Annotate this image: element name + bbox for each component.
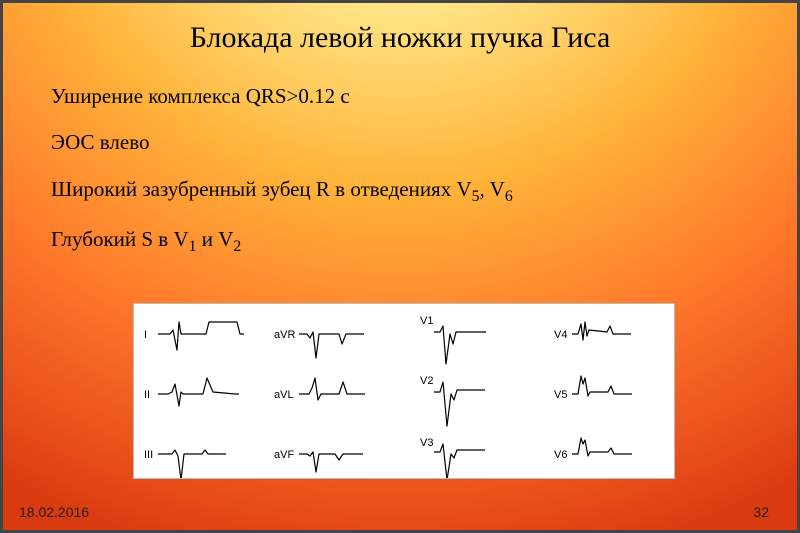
- slide-body: Уширение комплекса QRS>0.12 с ЭОС влево …: [51, 83, 757, 277]
- ecg-label-v1: V1: [420, 315, 433, 327]
- ecg-label-avf: aVF: [274, 449, 294, 461]
- ecg-label-ii: II: [144, 389, 150, 401]
- ecg-trace-avf: [299, 452, 363, 472]
- ecg-label-avl: aVL: [274, 389, 294, 401]
- slide: Блокада левой ножки пучка Гиса Уширение …: [0, 0, 800, 533]
- ecg-label-iii: III: [144, 449, 153, 461]
- ecg-trace-v6: [572, 438, 632, 456]
- ecg-label-v2: V2: [420, 375, 433, 387]
- b3-sub2: 6: [505, 188, 513, 205]
- slide-title: Блокада левой ножки пучка Гиса: [3, 21, 797, 55]
- ecg-trace-v3: [434, 444, 485, 478]
- ecg-trace-v5: [572, 376, 632, 396]
- bullet-2: ЭОС влево: [51, 129, 757, 155]
- b4-sub1: 1: [189, 239, 197, 256]
- bullet-1: Уширение комплекса QRS>0.12 с: [51, 83, 757, 109]
- footer-page: 32: [753, 504, 769, 520]
- ecg-label-i: I: [144, 329, 147, 341]
- footer-date: 18.02.2016: [19, 504, 89, 520]
- b4-text: Глубокий S в V: [51, 227, 189, 251]
- ecg-trace-avr: [299, 332, 364, 358]
- ecg-trace-v2: [434, 382, 485, 426]
- ecg-label-avr: aVR: [274, 329, 295, 341]
- ecg-svg: IIIIIIaVRaVLaVFV1V2V3V4V5V6: [134, 304, 674, 478]
- ecg-trace-v4: [572, 322, 631, 340]
- b3-mid: , V: [480, 177, 505, 201]
- ecg-label-v4: V4: [554, 329, 567, 341]
- b4-mid: и V: [197, 227, 234, 251]
- ecg-label-v3: V3: [420, 437, 433, 449]
- bullet-3: Широкий зазубренный зубец R в отведениях…: [51, 176, 757, 207]
- ecg-trace-ii: [158, 378, 239, 406]
- ecg-trace-avl: [299, 378, 365, 400]
- b3-sub1: 5: [472, 188, 480, 205]
- ecg-label-v5: V5: [554, 389, 567, 401]
- ecg-label-v6: V6: [554, 449, 567, 461]
- ecg-trace-v1: [434, 326, 486, 364]
- bullet-4: Глубокий S в V1 и V2: [51, 226, 757, 257]
- ecg-trace-iii: [158, 450, 226, 478]
- b3-text: Широкий зазубренный зубец R в отведениях…: [51, 177, 472, 201]
- ecg-figure: IIIIIIaVRaVLaVFV1V2V3V4V5V6: [133, 303, 675, 479]
- b4-sub2: 2: [233, 239, 241, 256]
- ecg-trace-i: [158, 322, 244, 350]
